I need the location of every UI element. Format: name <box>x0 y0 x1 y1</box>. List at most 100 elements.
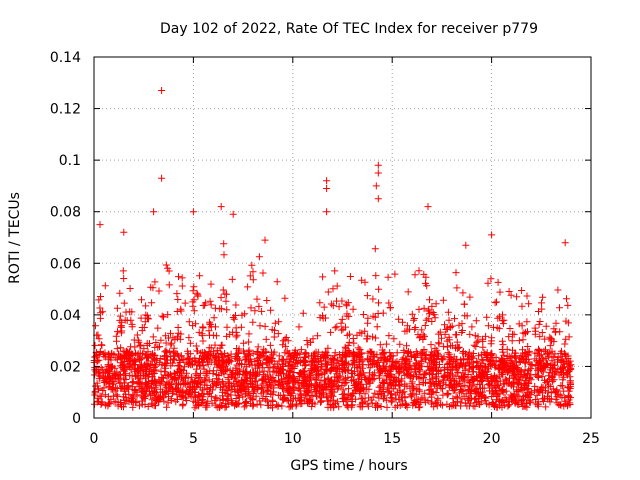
data-point <box>410 386 418 394</box>
data-point <box>249 276 257 284</box>
data-point <box>456 386 464 393</box>
data-point <box>118 327 126 335</box>
data-point <box>554 286 562 294</box>
data-point <box>565 387 573 395</box>
data-point <box>447 366 455 374</box>
data-point <box>129 394 136 402</box>
data-point <box>412 400 420 408</box>
data-point <box>465 348 473 356</box>
data-point <box>342 379 350 386</box>
data-point <box>245 330 253 338</box>
data-point <box>167 356 174 364</box>
data-point <box>269 374 277 381</box>
data-point <box>305 400 313 408</box>
data-point <box>421 389 429 397</box>
data-point <box>278 357 286 365</box>
data-point <box>502 387 510 395</box>
data-point <box>564 402 571 410</box>
data-point <box>438 401 446 409</box>
data-point <box>113 391 121 399</box>
data-point <box>139 394 147 402</box>
data-point <box>158 377 165 385</box>
data-point <box>426 354 434 362</box>
data-point <box>228 370 235 378</box>
data-point <box>466 293 474 301</box>
data-point <box>95 296 103 304</box>
data-point <box>192 342 200 350</box>
data-point <box>369 393 377 401</box>
data-point <box>406 325 413 333</box>
data-point <box>510 372 518 380</box>
data-point <box>155 287 163 295</box>
data-point <box>421 322 429 329</box>
x-tick-label: 10 <box>284 431 302 447</box>
data-point <box>113 304 121 312</box>
data-point <box>394 402 401 410</box>
data-point <box>382 340 390 348</box>
data-point <box>170 347 178 355</box>
data-point <box>134 368 142 376</box>
data-point <box>504 368 511 376</box>
data-point <box>119 354 127 362</box>
data-point <box>242 398 249 406</box>
data-point <box>97 364 105 372</box>
data-point <box>207 280 215 288</box>
data-point <box>137 314 145 322</box>
data-point <box>422 369 430 377</box>
data-point <box>219 358 227 366</box>
data-point <box>499 341 507 349</box>
data-point <box>398 400 406 408</box>
data-point <box>426 390 434 398</box>
data-point <box>422 379 429 387</box>
data-point <box>245 347 253 355</box>
data-point <box>470 395 478 403</box>
data-point <box>319 312 326 320</box>
data-point <box>157 367 165 375</box>
data-point <box>426 380 434 388</box>
data-point <box>460 356 468 363</box>
data-point <box>279 396 287 404</box>
data-point <box>493 403 501 411</box>
data-point <box>291 378 299 386</box>
data-point <box>351 361 359 369</box>
data-point <box>519 346 526 354</box>
data-point <box>422 316 430 324</box>
data-point <box>117 399 125 406</box>
data-point <box>552 319 560 327</box>
data-point <box>186 339 194 347</box>
data-point <box>493 393 501 400</box>
data-point <box>344 347 352 354</box>
data-point <box>515 379 523 387</box>
data-point <box>345 338 353 346</box>
data-point <box>465 358 473 366</box>
data-point <box>247 369 254 377</box>
data-point <box>541 362 548 370</box>
data-point <box>256 322 264 330</box>
data-point <box>346 330 353 338</box>
data-point <box>133 331 141 339</box>
data-point <box>372 400 380 408</box>
data-point <box>515 359 523 366</box>
data-point <box>140 345 148 353</box>
data-point <box>491 387 499 395</box>
data-point <box>165 281 173 289</box>
data-point <box>101 379 109 386</box>
data-point <box>506 325 514 332</box>
data-point <box>329 381 337 389</box>
data-point <box>193 347 201 355</box>
data-point <box>202 403 210 411</box>
data-point <box>279 341 287 349</box>
data-point <box>546 333 554 341</box>
data-point <box>350 356 358 364</box>
data-point <box>110 351 118 359</box>
data-point <box>168 339 175 347</box>
data-point <box>369 295 377 303</box>
data-point <box>390 377 398 384</box>
data-point <box>459 289 467 297</box>
data-point <box>164 399 172 407</box>
data-point <box>567 394 574 402</box>
data-point <box>411 397 419 405</box>
data-point <box>458 320 466 328</box>
data-point <box>258 383 266 391</box>
data-point <box>227 397 235 405</box>
